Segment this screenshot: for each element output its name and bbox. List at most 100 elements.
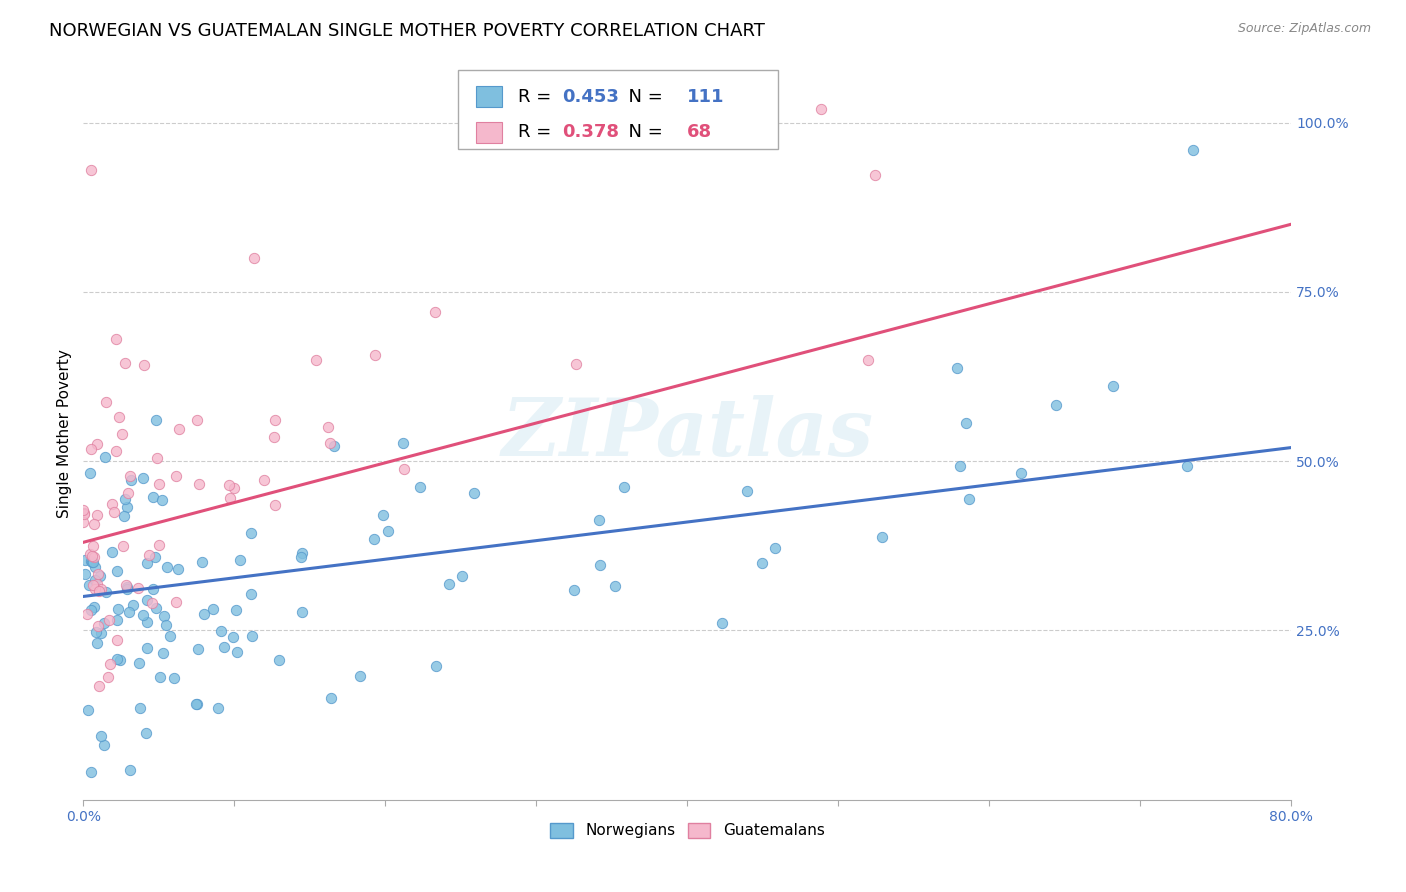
Point xyxy=(463,486,485,500)
Point xyxy=(190,555,212,569)
Point xyxy=(392,436,415,450)
Point xyxy=(1182,143,1205,157)
Point xyxy=(763,541,786,555)
Point xyxy=(83,550,105,565)
Point xyxy=(408,481,430,495)
Point xyxy=(364,348,387,362)
Point xyxy=(117,485,139,500)
Point xyxy=(90,729,112,743)
Point xyxy=(132,358,155,372)
Point xyxy=(751,556,773,570)
Point xyxy=(603,579,626,593)
Point xyxy=(105,614,128,628)
Point xyxy=(371,508,394,523)
Point xyxy=(101,497,124,511)
Point xyxy=(132,471,155,485)
Point xyxy=(82,539,104,553)
Point xyxy=(155,617,177,632)
Point xyxy=(451,569,474,583)
Point xyxy=(392,462,415,476)
Point xyxy=(115,582,138,596)
Point xyxy=(142,582,165,596)
Point xyxy=(82,578,104,592)
Point xyxy=(122,598,145,612)
Point xyxy=(93,616,115,631)
Point xyxy=(135,593,157,607)
Point xyxy=(425,659,447,673)
Point xyxy=(318,420,340,434)
Point xyxy=(108,652,131,666)
Point xyxy=(83,582,105,597)
Point xyxy=(86,508,108,522)
Point xyxy=(946,361,969,376)
Point xyxy=(193,607,215,621)
Point xyxy=(80,163,103,178)
Point xyxy=(108,409,131,424)
Point xyxy=(165,595,187,609)
Point xyxy=(96,395,118,409)
Point xyxy=(377,524,399,539)
Point xyxy=(565,357,588,371)
Point xyxy=(142,490,165,504)
Point xyxy=(225,603,247,617)
Point xyxy=(114,491,136,506)
Point xyxy=(101,545,124,559)
Point xyxy=(89,584,111,599)
Point xyxy=(305,353,328,368)
Point xyxy=(263,429,285,443)
Point xyxy=(80,549,103,563)
Point xyxy=(146,450,169,465)
Point xyxy=(83,599,105,614)
Point xyxy=(138,548,160,562)
Point xyxy=(76,607,98,621)
Point xyxy=(957,492,980,507)
Point xyxy=(1045,398,1067,412)
Point xyxy=(949,458,972,473)
Point xyxy=(111,427,134,442)
Point xyxy=(129,701,152,715)
Point xyxy=(613,480,636,494)
Point xyxy=(98,613,121,627)
Point xyxy=(148,476,170,491)
Point xyxy=(167,561,190,575)
Point xyxy=(80,554,103,568)
Text: 0.378: 0.378 xyxy=(561,123,619,141)
Point xyxy=(87,566,110,581)
Text: ZIPatlas: ZIPatlas xyxy=(502,395,873,473)
Point xyxy=(1175,458,1198,473)
Point xyxy=(135,640,157,655)
Text: R =: R = xyxy=(519,87,557,105)
Point xyxy=(863,169,886,183)
Text: N =: N = xyxy=(617,123,669,141)
Point xyxy=(222,630,245,644)
Point xyxy=(169,422,191,436)
Point xyxy=(93,738,115,752)
Point xyxy=(165,469,187,483)
Point xyxy=(107,565,129,579)
Point xyxy=(226,645,249,659)
Point xyxy=(87,618,110,632)
Point xyxy=(810,102,832,116)
Point xyxy=(186,697,208,711)
Point xyxy=(107,601,129,615)
Point xyxy=(209,624,232,639)
Point xyxy=(141,596,163,610)
Point xyxy=(72,516,94,530)
Point xyxy=(73,553,96,567)
Point xyxy=(253,473,276,487)
Point xyxy=(118,605,141,619)
Point xyxy=(111,539,134,553)
Point xyxy=(79,547,101,561)
Point xyxy=(80,765,103,780)
Point xyxy=(240,629,263,643)
Text: 0.453: 0.453 xyxy=(561,87,619,105)
Point xyxy=(89,679,111,693)
Legend: Norwegians, Guatemalans: Norwegians, Guatemalans xyxy=(544,817,831,845)
Point xyxy=(162,672,184,686)
Point xyxy=(159,629,181,643)
Point xyxy=(103,505,125,519)
Point xyxy=(222,481,245,495)
Point xyxy=(1010,466,1032,480)
Point xyxy=(870,530,893,544)
Point xyxy=(135,726,157,740)
